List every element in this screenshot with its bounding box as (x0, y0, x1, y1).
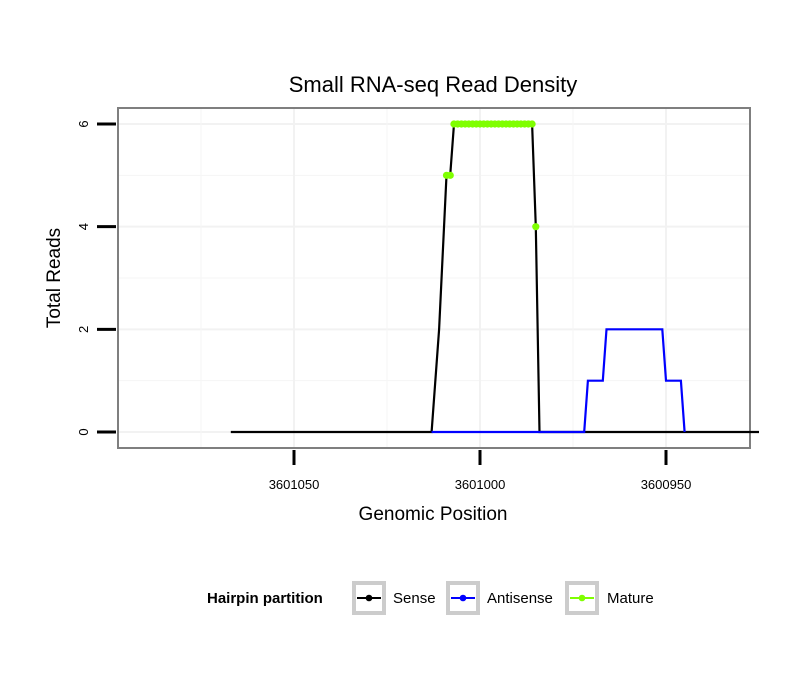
legend-key-point-sense (365, 594, 373, 602)
data-point-mature (446, 171, 454, 179)
y-tick-label: 4 (76, 223, 91, 230)
x-tick-label: 3601000 (455, 477, 506, 492)
legend-label-antisense: Antisense (487, 590, 553, 607)
data-point-mature (532, 223, 540, 231)
y-tick-label: 6 (76, 120, 91, 127)
series-line-antisense (431, 328, 686, 434)
x-tick-label: 3601050 (269, 477, 320, 492)
series-line-sense (230, 122, 759, 434)
x-axis-title: Genomic Position (359, 504, 508, 525)
legend-label-sense: Sense (393, 590, 436, 607)
chart-title: Small RNA-seq Read Density (289, 72, 578, 97)
axis-layer: 0 2 4 6 3601050 3601000 3600950 (76, 120, 691, 492)
y-tick-label: 2 (76, 326, 91, 333)
x-tick-label: 3600950 (641, 477, 692, 492)
series-layer (230, 120, 759, 434)
legend-key-point-antisense (459, 594, 467, 602)
data-point-mature (528, 120, 536, 128)
legend-key-point-mature (578, 594, 586, 602)
y-tick-label: 0 (76, 428, 91, 435)
legend: Hairpin partition Sense Antisense Mature (207, 581, 654, 615)
y-axis-title: Total Reads (44, 228, 65, 328)
legend-label-mature: Mature (607, 590, 654, 607)
legend-title: Hairpin partition (207, 590, 323, 607)
